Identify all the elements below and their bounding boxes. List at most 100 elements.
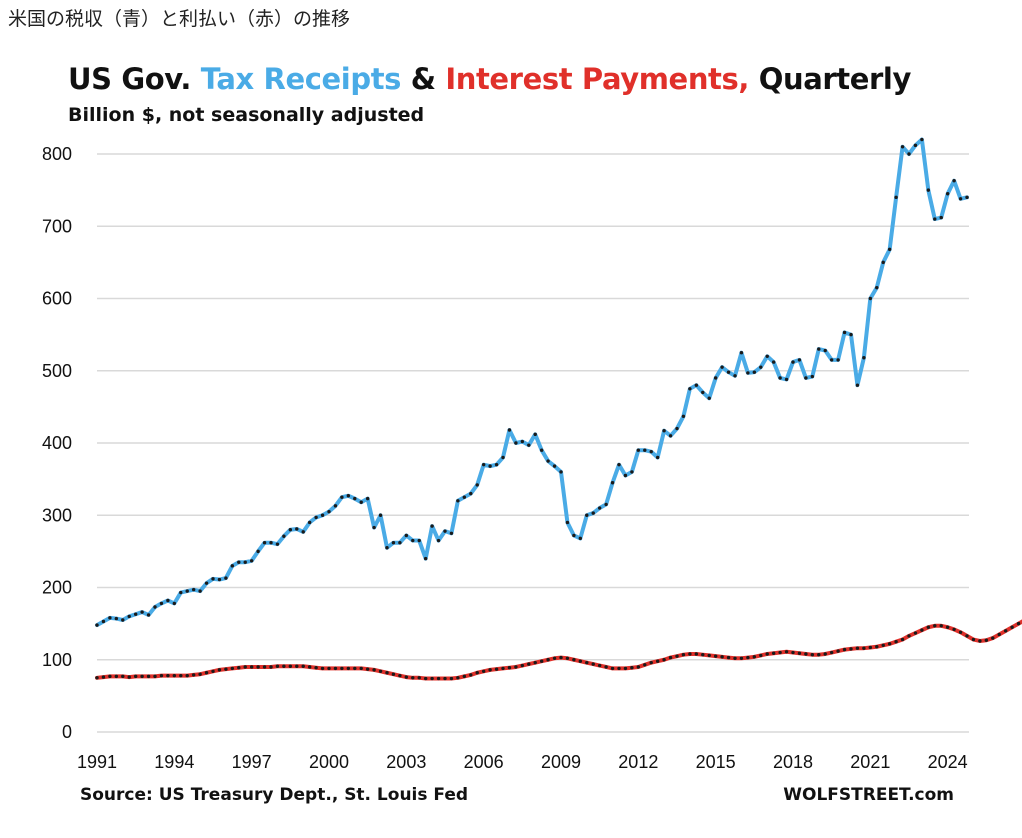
- data-point-interest-payments: [211, 669, 215, 674]
- data-point-tax-receipts: [204, 581, 209, 585]
- data-point-interest-payments: [179, 673, 183, 678]
- data-point-tax-receipts: [958, 197, 963, 201]
- data-point-interest-payments: [507, 666, 512, 670]
- data-point-tax-receipts: [752, 370, 757, 374]
- data-point-interest-payments: [849, 647, 853, 651]
- data-point-interest-payments: [249, 665, 254, 669]
- data-point-tax-receipts: [842, 330, 847, 335]
- data-point-tax-receipts: [327, 509, 331, 514]
- title-part-quarterly: Quarterly: [749, 62, 912, 96]
- data-point-interest-payments: [340, 666, 344, 671]
- data-point-interest-payments: [978, 639, 982, 643]
- data-point-tax-receipts: [430, 524, 434, 528]
- data-point-tax-receipts: [720, 365, 724, 369]
- data-point-interest-payments: [520, 663, 525, 668]
- data-point-tax-receipts: [630, 470, 634, 474]
- series-points-tax-receipts: [95, 137, 969, 627]
- data-point-interest-payments: [1010, 625, 1014, 629]
- data-point-interest-payments: [217, 668, 222, 672]
- data-point-interest-payments: [101, 675, 106, 679]
- data-point-interest-payments: [804, 652, 808, 656]
- data-point-interest-payments: [95, 676, 99, 680]
- data-point-interest-payments: [301, 664, 305, 668]
- data-point-tax-receipts: [604, 502, 608, 507]
- data-point-tax-receipts: [282, 534, 286, 538]
- series-layer: [95, 137, 1022, 681]
- data-point-interest-payments: [391, 672, 396, 676]
- data-point-interest-payments: [636, 665, 641, 669]
- data-point-interest-payments: [514, 665, 518, 669]
- data-point-tax-receipts: [469, 491, 473, 496]
- data-point-interest-payments: [771, 651, 776, 655]
- data-point-interest-payments: [462, 674, 467, 679]
- data-point-interest-payments: [539, 659, 544, 663]
- data-point-tax-receipts: [391, 541, 396, 545]
- data-point-interest-payments: [836, 649, 840, 653]
- data-point-interest-payments: [121, 674, 125, 679]
- data-point-tax-receipts: [114, 616, 119, 621]
- x-axis-ticks: 1991 1994 1997 2000 2003 2006 2009 2012 2015 2018…: [77, 752, 968, 772]
- data-point-tax-receipts: [617, 462, 621, 467]
- data-point-interest-payments: [533, 660, 537, 665]
- data-point-tax-receipts: [675, 426, 679, 431]
- data-point-tax-receipts: [597, 506, 602, 510]
- title-part-tax-receipts: Tax Receipts: [200, 62, 402, 96]
- series-line-tax-receipts: [95, 137, 969, 628]
- data-point-tax-receipts: [217, 577, 222, 582]
- data-point-interest-payments: [404, 675, 409, 679]
- data-point-tax-receipts: [559, 470, 563, 474]
- data-point-interest-payments: [610, 666, 615, 671]
- data-point-tax-receipts: [456, 499, 460, 503]
- data-point-tax-receipts: [243, 560, 247, 564]
- data-point-tax-receipts: [514, 441, 518, 445]
- data-point-interest-payments: [585, 660, 589, 665]
- chart-title: US Gov. Tax Receipts & Interest Payments…: [68, 62, 911, 96]
- data-point-tax-receipts: [681, 414, 686, 418]
- data-point-interest-payments: [475, 671, 479, 675]
- data-point-interest-payments: [926, 625, 931, 629]
- data-point-tax-receipts: [262, 541, 267, 545]
- data-point-tax-receipts: [95, 623, 99, 627]
- data-point-interest-payments: [372, 668, 376, 672]
- data-point-tax-receipts: [913, 143, 918, 148]
- y-tick-label: 200: [42, 578, 72, 598]
- data-point-tax-receipts: [746, 371, 750, 375]
- data-point-interest-payments: [971, 637, 976, 642]
- data-point-interest-payments: [829, 650, 834, 655]
- x-tick-label: 2000: [309, 752, 349, 772]
- data-point-interest-payments: [900, 637, 905, 642]
- data-point-tax-receipts: [320, 513, 325, 517]
- data-point-interest-payments: [327, 666, 331, 671]
- data-point-interest-payments: [694, 652, 699, 656]
- data-point-interest-payments: [875, 645, 879, 649]
- data-point-tax-receipts: [591, 511, 595, 515]
- data-point-interest-payments: [307, 665, 312, 669]
- data-point-interest-payments: [333, 666, 338, 671]
- data-point-tax-receipts: [417, 538, 421, 543]
- data-point-interest-payments: [604, 665, 608, 669]
- data-point-tax-receipts: [713, 376, 718, 380]
- data-point-tax-receipts: [411, 538, 415, 543]
- data-point-interest-payments: [643, 663, 647, 667]
- data-point-interest-payments: [958, 630, 963, 634]
- y-tick-label: 300: [42, 505, 72, 525]
- x-tick-label: 2006: [464, 752, 504, 772]
- data-point-tax-receipts: [952, 179, 956, 183]
- data-point-tax-receipts: [701, 390, 705, 395]
- data-point-interest-payments: [739, 656, 744, 660]
- data-point-tax-receipts: [230, 564, 235, 568]
- data-point-tax-receipts: [539, 448, 544, 452]
- data-point-tax-receipts: [353, 496, 357, 501]
- data-point-tax-receipts: [855, 383, 860, 387]
- data-point-interest-payments: [759, 653, 763, 658]
- data-point-interest-payments: [269, 665, 273, 669]
- data-point-interest-payments: [127, 675, 131, 679]
- data-point-interest-payments: [726, 655, 731, 660]
- source-note: Source: US Treasury Dept., St. Louis Fed: [80, 785, 469, 805]
- data-point-tax-receipts: [307, 520, 312, 525]
- data-point-interest-payments: [365, 667, 370, 671]
- data-point-interest-payments: [527, 662, 531, 666]
- data-point-tax-receipts: [314, 515, 318, 520]
- y-tick-label: 700: [42, 216, 72, 236]
- data-point-interest-payments: [133, 674, 138, 679]
